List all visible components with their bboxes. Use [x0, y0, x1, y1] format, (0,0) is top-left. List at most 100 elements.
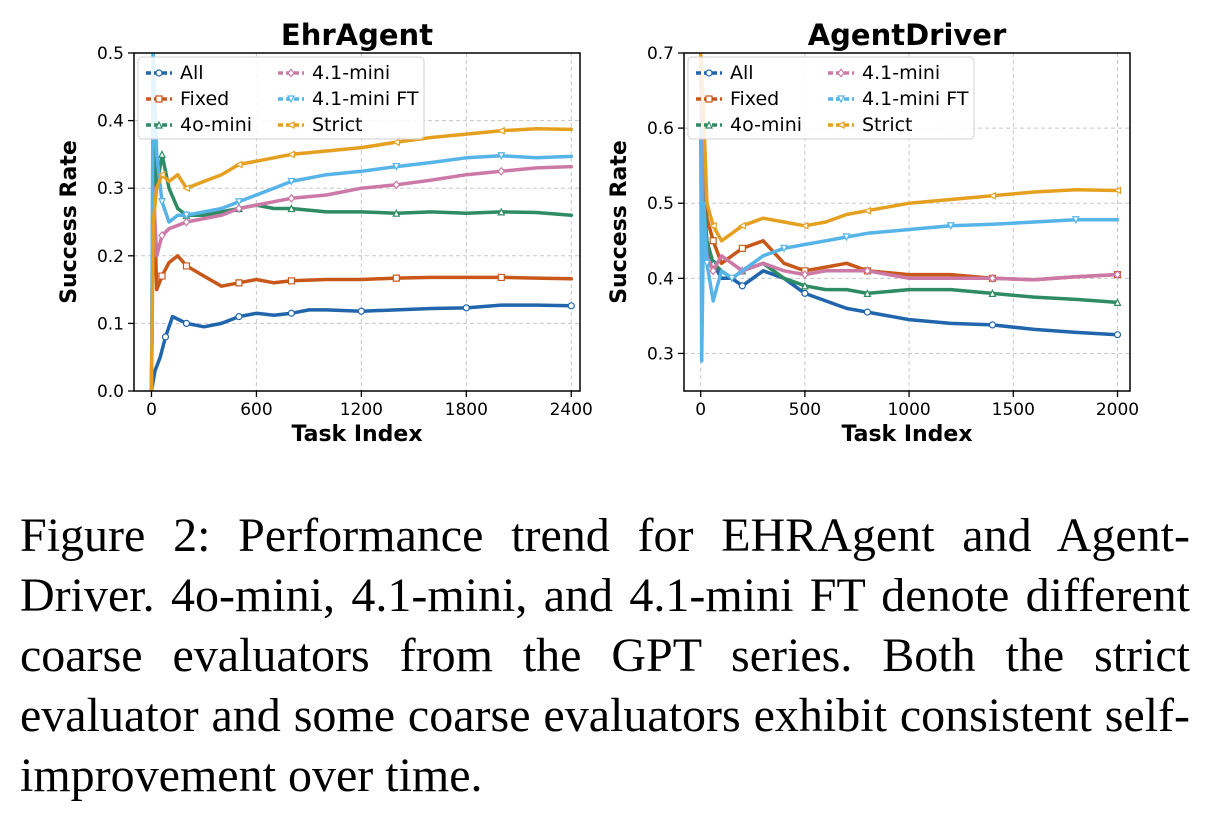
- data-point-strict: [234, 160, 243, 169]
- legend-item-4-1-mini-ft: 4.1-mini FT: [278, 88, 419, 110]
- data-point-fixed: [158, 272, 166, 280]
- data-point-strict: [863, 206, 872, 215]
- data-point-4o-mini: [392, 208, 401, 217]
- data-point-fixed: [392, 274, 400, 282]
- legend: All Fixed 4o-mini 4.1-mini 4.1-mini FT Strict: [137, 56, 425, 140]
- data-point-strict: [182, 184, 191, 193]
- legend-item-fixed: Fixed: [696, 88, 779, 110]
- data-point-fixed: [738, 244, 746, 252]
- data-point-all: [182, 319, 191, 327]
- data-point-all: [462, 304, 470, 312]
- y-tick-label: 0.5: [647, 194, 674, 214]
- legend-label: 4o-mini: [180, 114, 252, 136]
- y-tick-label: 0.7: [647, 44, 674, 64]
- data-point-4o-mini: [1113, 298, 1122, 306]
- data-point-4-1-mini-ft: [1071, 216, 1080, 225]
- series-line-all: [149, 303, 574, 391]
- data-point-strict: [988, 191, 997, 200]
- legend-label: Fixed: [730, 88, 779, 110]
- legend-label: 4.1-mini: [862, 62, 940, 84]
- data-point-4-1-mini-ft: [727, 274, 736, 283]
- data-point-fixed: [497, 273, 505, 282]
- data-point-4-1-mini-ft: [702, 259, 711, 268]
- legend-marker: [287, 68, 295, 78]
- figure-caption: Figure 2: Performance trend for EHRAgent…: [20, 509, 1190, 802]
- legend-marker: [836, 121, 845, 129]
- y-axis-label: Success Rate: [57, 140, 82, 304]
- plot-frame: [683, 52, 1131, 392]
- series-line-fixed: [149, 166, 574, 391]
- x-tick-label: 600: [240, 400, 272, 420]
- data-point-4o-mini: [800, 281, 809, 290]
- data-point-all: [235, 313, 243, 321]
- legend-marker: [155, 95, 163, 103]
- data-point-4o-mini: [988, 289, 997, 297]
- y-tick-label: 0.0: [97, 382, 124, 402]
- legend-marker: [286, 121, 295, 129]
- legend-item-4-1-mini: 4.1-mini: [278, 62, 390, 84]
- data-point-4-1-mini-ft: [946, 222, 955, 231]
- legend: All Fixed 4o-mini 4.1-mini 4.1-mini FT Strict: [687, 56, 975, 140]
- data-point-4-1-mini: [801, 270, 809, 280]
- x-tick-label: 2000: [1096, 400, 1139, 420]
- data-point-strict: [1113, 186, 1122, 195]
- legend-marker: [705, 95, 713, 103]
- legend-marker: [837, 95, 845, 104]
- data-point-4-1-mini-ft: [158, 198, 166, 207]
- data-point-4-1-mini: [497, 166, 506, 176]
- y-tick-label: 0.4: [647, 269, 674, 289]
- legend-label: All: [730, 62, 754, 84]
- data-point-strict: [287, 150, 296, 159]
- plot-area: [149, 53, 575, 391]
- x-tick-label: 500: [789, 400, 821, 420]
- legend-label: 4o-mini: [730, 114, 802, 136]
- figure-charts: 0 600 1200 1800 2400 0.0 0.1 0.2 0.3 0.4 0.5 EhrAge…: [57, 18, 1139, 447]
- legend-item-all: All: [146, 62, 204, 84]
- legend-item-strict: Strict: [278, 114, 363, 136]
- x-tick-label: 1200: [340, 400, 383, 420]
- y-tick-label: 0.2: [97, 247, 124, 267]
- data-point-4-1-mini: [392, 180, 401, 190]
- data-point-4-1-mini: [709, 266, 717, 276]
- x-tick-label: 0: [695, 400, 706, 420]
- data-point-all: [567, 302, 575, 310]
- data-point-4-1-mini: [235, 203, 243, 214]
- data-point-all: [357, 307, 365, 315]
- data-point-all: [988, 321, 997, 329]
- chart-ehragent: 0 600 1200 1800 2400 0.0 0.1 0.2 0.3 0.4 0.5 EhrAge…: [57, 18, 593, 447]
- data-point-all: [161, 333, 170, 341]
- data-point-strict: [496, 126, 505, 135]
- chart-title: EhrAgent: [281, 18, 433, 52]
- x-tick-label: 2400: [550, 400, 593, 420]
- legend-label: 4.1-mini FT: [312, 88, 419, 110]
- data-point-strict: [157, 170, 166, 179]
- data-point-all: [287, 309, 296, 317]
- legend-item-strict: Strict: [828, 114, 913, 136]
- y-tick-label: 0.4: [97, 112, 124, 132]
- data-point-4-1-mini: [158, 230, 166, 241]
- legend-marker: [705, 69, 713, 77]
- data-point-strict: [708, 221, 717, 230]
- legend-item-4o-mini: 4o-mini: [146, 114, 252, 136]
- legend-label: 4.1-mini: [312, 62, 390, 84]
- series-line-4-1-mini: [149, 164, 574, 391]
- x-tick-label: 1500: [992, 400, 1035, 420]
- data-point-fixed: [235, 279, 243, 287]
- y-tick-label: 0.5: [97, 44, 124, 64]
- legend-item-fixed: Fixed: [146, 88, 229, 110]
- data-point-fixed: [182, 262, 191, 270]
- data-point-4o-mini: [863, 289, 872, 297]
- data-point-fixed: [287, 277, 296, 285]
- data-point-all: [863, 308, 872, 316]
- chart-title: AgentDriver: [808, 18, 1007, 52]
- data-point-strict: [392, 138, 400, 147]
- data-point-4o-mini: [158, 150, 166, 158]
- data-point-4-1-mini-ft: [497, 152, 506, 161]
- legend-marker: [705, 120, 713, 129]
- data-point-4-1-mini: [863, 266, 872, 276]
- legend-marker: [155, 69, 163, 77]
- legend-marker: [837, 68, 845, 78]
- data-point-all: [738, 282, 746, 290]
- data-point-4-1-mini: [287, 193, 296, 203]
- legend-item-4o-mini: 4o-mini: [696, 114, 802, 136]
